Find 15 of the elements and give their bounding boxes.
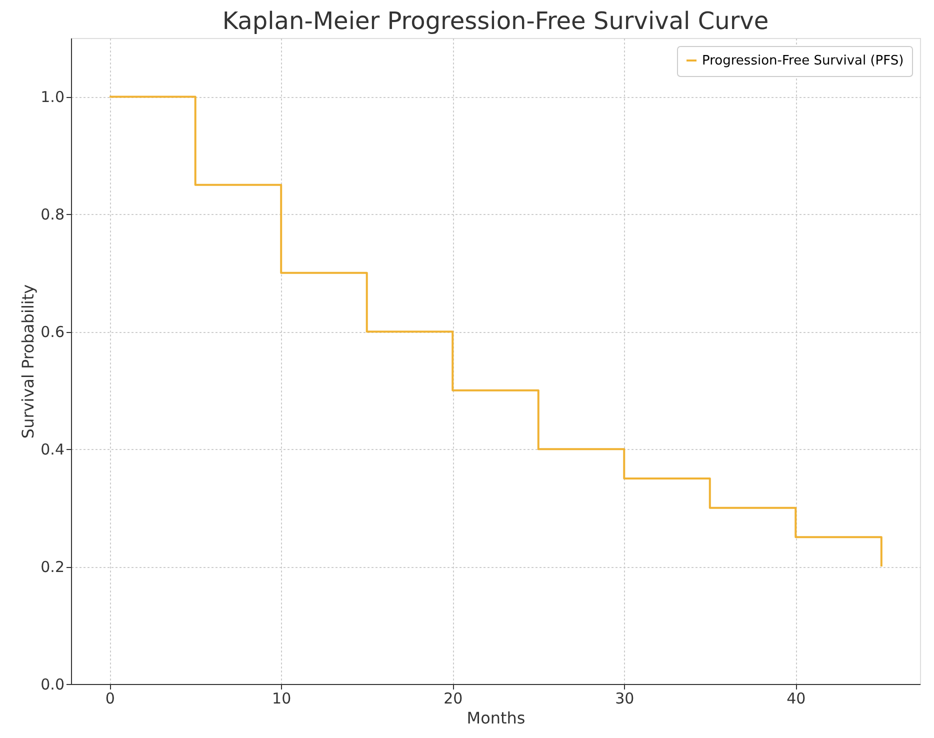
x-tick-label: 10 [272, 690, 292, 708]
y-tick-label: 0.6 [40, 323, 64, 342]
y-tick-label: 0.4 [40, 440, 64, 459]
x-tick-label: 30 [615, 690, 634, 708]
chart-title: Kaplan-Meier Progression-Free Survival Curve [222, 7, 769, 35]
y-tick-label: 0.0 [40, 676, 64, 694]
y-axis-title: Survival Probability [18, 284, 38, 439]
y-tick-label: 0.8 [40, 206, 64, 224]
legend-label: Progression-Free Survival (PFS) [702, 54, 904, 68]
x-tick-label: 20 [444, 690, 463, 708]
y-tick-label: 1.0 [40, 88, 64, 106]
x-tick-label: 0 [105, 690, 115, 708]
x-axis-title: Months [466, 708, 526, 728]
y-tick-label: 0.2 [40, 558, 64, 576]
x-tick-label: 40 [786, 690, 806, 708]
